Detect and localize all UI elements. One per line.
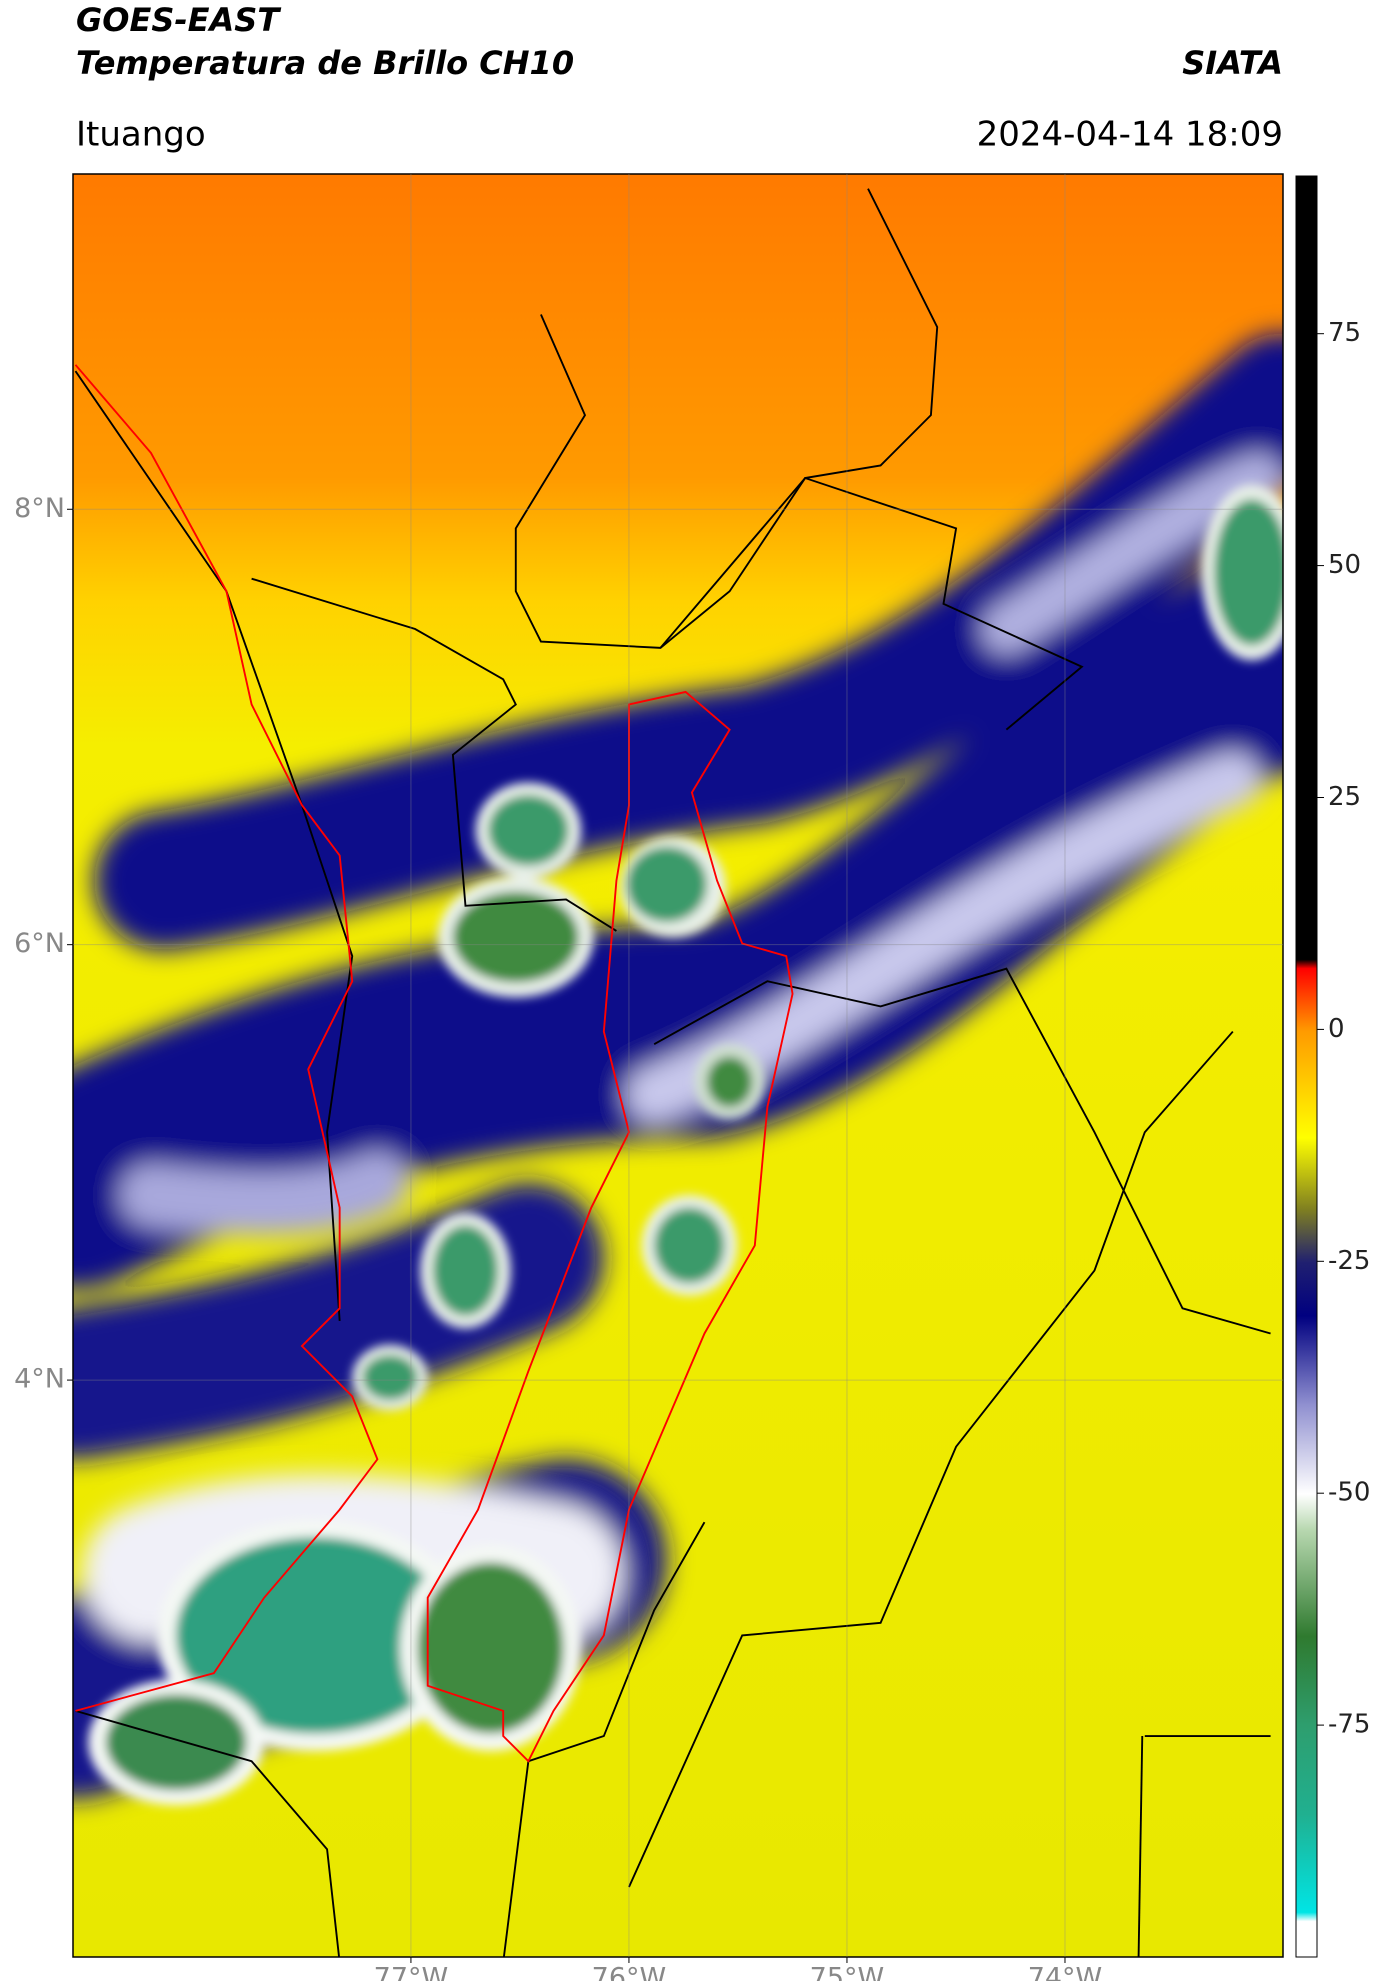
y-tick-label: 6°N [14,928,65,959]
colorbar-tick-label: 0 [1328,1014,1345,1044]
y-tick-label: 4°N [14,1364,65,1395]
colorbar-tick-label: 75 [1328,318,1361,348]
colorbar-tick-label: 50 [1328,550,1361,580]
x-tick-label: 75°W [810,1963,885,1981]
x-tick-label: 76°W [592,1963,667,1981]
colorbar-tick-label: -75 [1328,1710,1370,1740]
source: SIATA [1182,44,1283,82]
timestamp: 2024-04-14 18:09 [977,115,1283,155]
x-tick-label: 77°W [374,1963,449,1981]
colorbar-tick-label: -25 [1328,1246,1370,1276]
colorbar [1295,175,1318,1958]
satellite-image [73,174,1283,1957]
x-tick-label: 74°W [1028,1963,1103,1981]
map-frame [72,173,1284,1958]
colorbar-tick-label: 25 [1328,782,1361,812]
subtitle: Temperatura de Brillo CH10 [76,44,574,82]
colorbar-tick-label: -50 [1328,1478,1370,1508]
region: Ituango [76,115,206,155]
title: GOES-EAST [76,1,281,39]
y-tick-label: 8°N [14,493,65,524]
